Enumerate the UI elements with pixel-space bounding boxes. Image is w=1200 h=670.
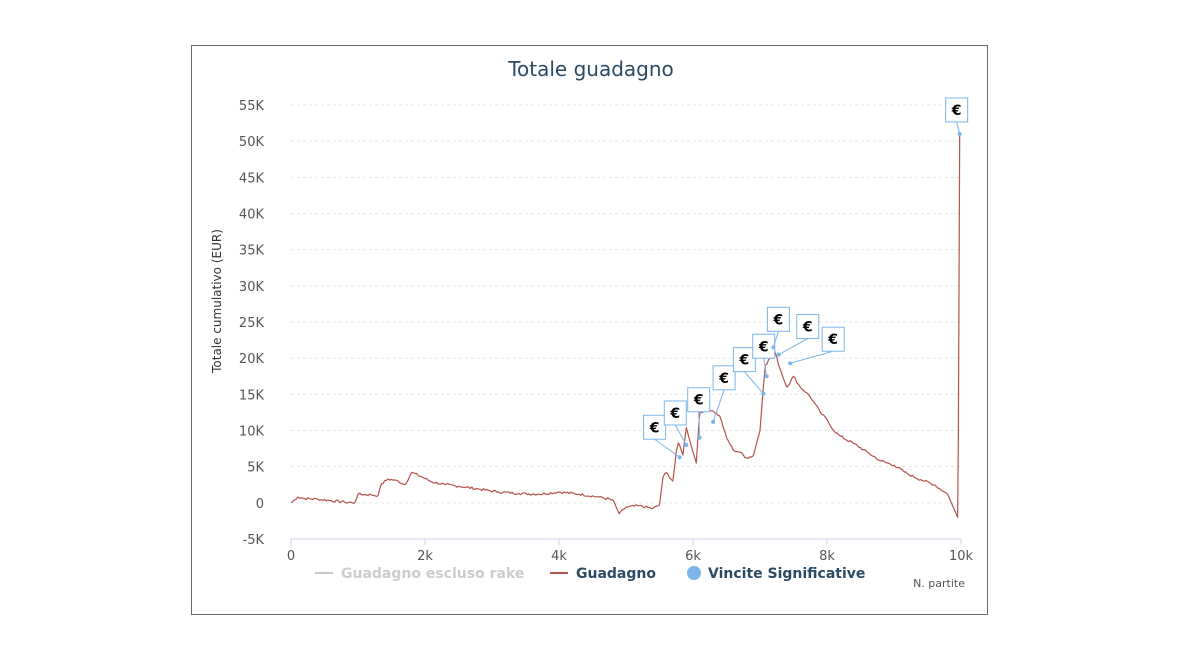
series-layer <box>290 133 961 518</box>
flag-point <box>771 345 776 350</box>
flag-label: € <box>802 320 813 336</box>
flag-connector <box>743 371 764 394</box>
flag-label: € <box>951 103 962 119</box>
flag-label: € <box>693 393 704 409</box>
flag-box <box>796 314 820 340</box>
y-axis-ticks: -5K 0 5K 10K 15K 20K 25K 30K 35K 40K 45K 50K 55K <box>239 99 265 548</box>
flag-box <box>663 400 687 426</box>
flag-box <box>732 347 756 373</box>
x-tick-label: 0 <box>287 549 295 564</box>
flag-point <box>788 361 793 366</box>
y-tick-label: 20K <box>239 352 265 367</box>
y-tick-label: 10K <box>239 425 265 440</box>
flag-connector <box>790 350 834 364</box>
x-tick-label: 4k <box>551 549 567 564</box>
flag-connector <box>698 411 701 438</box>
x-tick-label: 10k <box>949 549 974 564</box>
x-axis-ticks: 0 2k 4k 6k 8k 10k <box>287 539 974 564</box>
y-tick-label: 0 <box>256 497 264 512</box>
flag-box <box>945 97 969 123</box>
flag-box <box>766 306 790 332</box>
legend-label: Guadagno escluso rake <box>341 566 524 582</box>
flag-point <box>761 391 766 396</box>
flag-connector <box>763 358 768 377</box>
flag-label: € <box>827 332 838 348</box>
flag-point <box>684 442 689 447</box>
flag-marker[interactable]: € <box>732 347 766 396</box>
flag-box <box>712 365 736 391</box>
flag-connector <box>778 338 809 355</box>
flag-marker[interactable]: € <box>643 414 682 460</box>
y-tick-label: 15K <box>239 388 265 403</box>
x-tick-label: 2k <box>417 549 433 564</box>
flag-marker[interactable]: € <box>766 306 790 350</box>
y-tick-label: 45K <box>239 171 265 186</box>
y-tick-label: 25K <box>239 316 265 331</box>
flag-marker[interactable]: € <box>663 400 689 447</box>
flag-point <box>677 455 682 460</box>
series-line-guadagno <box>290 133 961 518</box>
flag-marker[interactable]: € <box>711 365 736 424</box>
flag-box <box>821 326 845 352</box>
flag-connector <box>674 424 687 446</box>
legend-item[interactable]: Guadagno escluso rake <box>315 566 524 582</box>
flag-connector <box>956 121 961 135</box>
flag-point <box>764 374 769 379</box>
flag-point <box>711 419 716 424</box>
chart-title: Totale guadagno <box>507 57 674 81</box>
flag-point <box>957 131 962 136</box>
flag-marker[interactable]: € <box>776 314 820 357</box>
y-tick-label: 5K <box>247 461 264 476</box>
flag-point <box>776 352 781 357</box>
x-tick-label: 8k <box>819 549 835 564</box>
marker-layer: €€€€€€€ €€€ <box>643 97 969 460</box>
flag-label: € <box>649 420 660 436</box>
y-tick-label: -5K <box>243 533 265 548</box>
flag-connector <box>654 438 680 458</box>
flag-marker[interactable]: € <box>752 333 776 379</box>
flag-marker[interactable]: € <box>945 97 969 136</box>
chart-canvas: Totale guadagno -5K 0 5K 10K 15K 20K 25K 30K 35K… <box>210 57 974 590</box>
y-axis-label: Totale cumulativo (EUR) <box>210 229 224 374</box>
legend-label: Guadagno <box>576 566 656 582</box>
legend-label: Vincite Significative <box>708 566 865 582</box>
y-tick-label: 30K <box>239 280 265 295</box>
flag-connector <box>772 331 779 348</box>
flag-label: € <box>738 353 749 369</box>
flag-label: € <box>718 371 729 387</box>
flag-label: € <box>773 312 784 328</box>
legend-item[interactable]: Guadagno <box>550 566 656 582</box>
flag-marker[interactable]: € <box>788 326 845 366</box>
legend: Guadagno escluso rake Guadagno Vincite Sig… <box>315 566 865 582</box>
y-tick-label: 35K <box>239 244 265 259</box>
flag-box <box>687 387 711 413</box>
chart-frame: Totale guadagno -5K 0 5K 10K 15K 20K 25K 30K 35K… <box>191 45 988 615</box>
flag-label: € <box>669 406 680 422</box>
legend-symbol <box>687 566 701 580</box>
y-tick-label: 50K <box>239 135 265 150</box>
flag-box <box>643 414 667 440</box>
flag-point <box>697 435 702 440</box>
legend-item[interactable]: Vincite Significative <box>687 566 865 582</box>
grid-layer <box>291 104 961 540</box>
flag-marker[interactable]: € <box>687 387 711 440</box>
x-axis-label: N. partite <box>913 577 965 590</box>
y-tick-label: 55K <box>239 99 265 114</box>
flag-connector <box>712 389 725 422</box>
x-tick-label: 6k <box>685 549 701 564</box>
y-tick-label: 40K <box>239 208 265 223</box>
flag-label: € <box>758 339 769 355</box>
